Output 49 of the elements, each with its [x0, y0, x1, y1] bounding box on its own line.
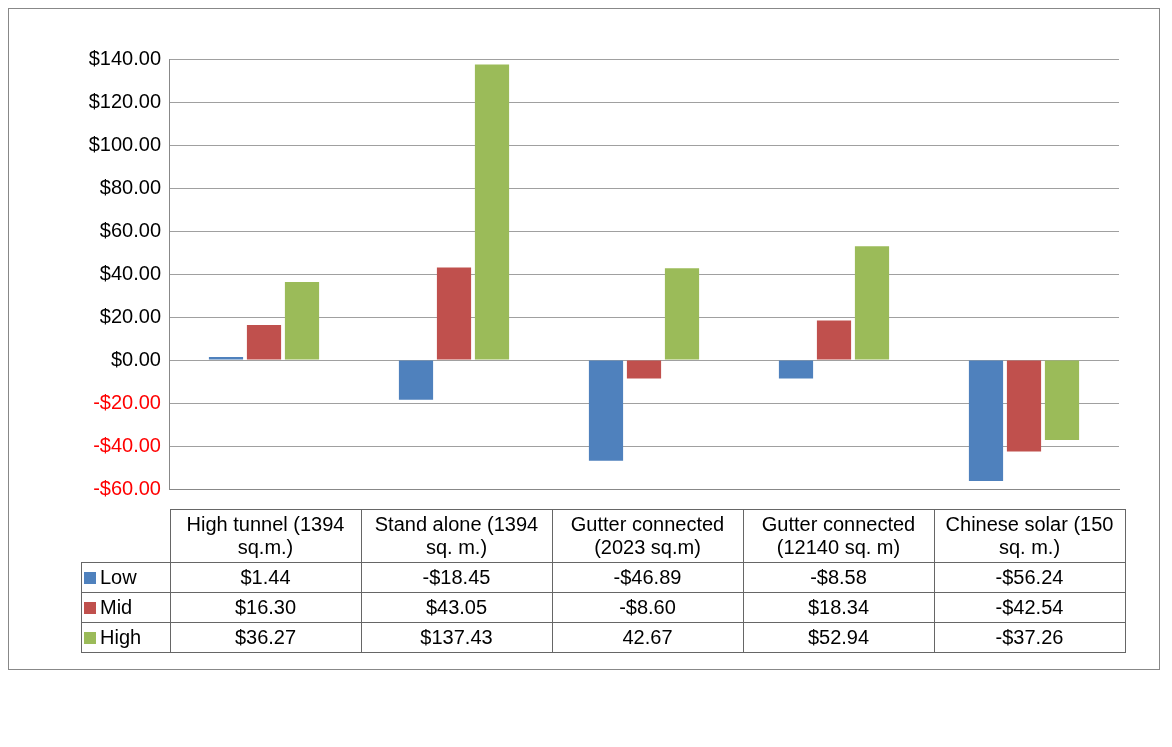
data-label: $137.43	[361, 622, 552, 653]
y-tick-label: -$60.00	[93, 476, 161, 499]
data-label: -$42.54	[934, 592, 1125, 623]
data-label: -$56.24	[934, 562, 1125, 593]
data-label: -$8.58	[743, 562, 934, 593]
bar	[1044, 360, 1080, 441]
data-label: 42.67	[552, 622, 743, 653]
y-tick-label: $0.00	[110, 347, 161, 370]
data-label: $36.27	[170, 622, 361, 653]
y-tick-label: $140.00	[88, 46, 161, 69]
data-label: $1.44	[170, 562, 361, 593]
x-tick-label: Chinese solar (150 sq. m.)	[934, 509, 1125, 563]
x-tick-label: High tunnel (1394 sq.m.)	[170, 509, 361, 563]
data-label: -$37.26	[934, 622, 1125, 653]
y-tick-label: $80.00	[99, 175, 161, 198]
data-label: -$46.89	[552, 562, 743, 593]
legend-label: Low	[100, 566, 137, 588]
y-tick-label: $100.00	[88, 132, 161, 155]
bar	[588, 360, 624, 461]
bar	[968, 360, 1004, 481]
x-tick-label: Stand alone (1394 sq. m.)	[361, 509, 552, 563]
data-label: $18.34	[743, 592, 934, 623]
y-tick-label: -$20.00	[93, 390, 161, 413]
bar	[816, 320, 852, 360]
bar	[778, 360, 814, 379]
bar	[854, 246, 890, 360]
bar	[284, 282, 320, 360]
data-label: $43.05	[361, 592, 552, 623]
bar	[208, 356, 244, 360]
bar	[474, 64, 510, 360]
bar	[664, 268, 700, 360]
legend-label: High	[100, 626, 142, 648]
y-tick-label: $40.00	[99, 261, 161, 284]
x-tick-label: Gutter connected (12140 sq. m)	[743, 509, 934, 563]
data-label: -$18.45	[361, 562, 552, 593]
y-tick-label: -$40.00	[93, 433, 161, 456]
y-tick-label: $20.00	[99, 304, 161, 327]
y-tick-label: $60.00	[99, 218, 161, 241]
bar	[398, 360, 434, 400]
legend-label: Mid	[100, 596, 133, 618]
data-label: -$8.60	[552, 592, 743, 623]
bar	[246, 324, 282, 360]
y-tick-label: $120.00	[88, 89, 161, 112]
bar	[1006, 360, 1042, 452]
data-label: $52.94	[743, 622, 934, 653]
x-tick-label: Gutter connected (2023 sq.m)	[552, 509, 743, 563]
data-label: $16.30	[170, 592, 361, 623]
bar	[436, 267, 472, 360]
bar	[626, 360, 662, 379]
